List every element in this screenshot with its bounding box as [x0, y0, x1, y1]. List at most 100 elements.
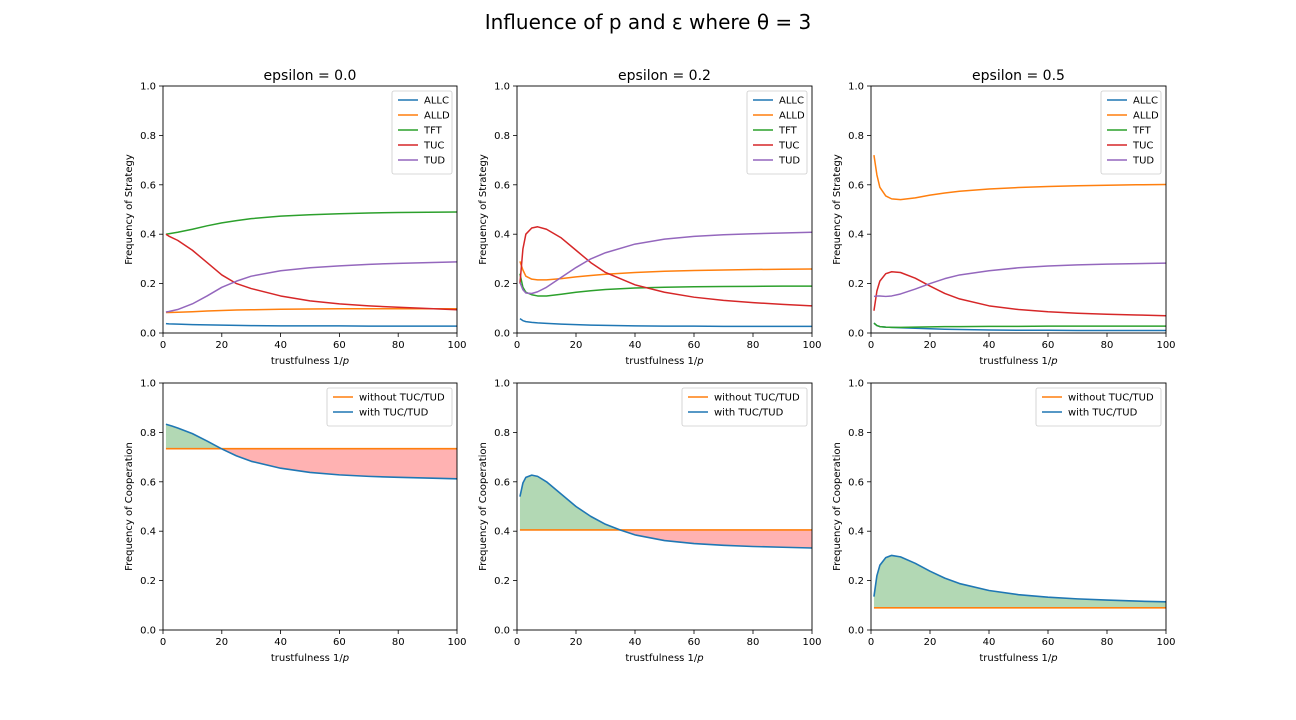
- x-tick-label: 60: [1042, 340, 1055, 351]
- series-line-tuc: [165, 233, 457, 311]
- legend-label: ALLD: [424, 111, 450, 122]
- legend-label: TUD: [778, 156, 800, 167]
- y-tick-label: 0.2: [494, 279, 510, 290]
- subplot-6: 0 20 40 60 80 100 0.0 0.2 0.4 0.6 0.8 1.0 trustfulne…: [832, 379, 1176, 665]
- x-tick-label: 0: [160, 637, 166, 648]
- plot-area: [165, 211, 457, 327]
- legend-label: ALLD: [1133, 111, 1159, 122]
- series-line-allc: [165, 322, 457, 327]
- y-tick-label: 0.4: [848, 527, 864, 538]
- x-tick-label: 60: [333, 637, 346, 648]
- series-line-tuc: [519, 226, 812, 307]
- x-axis-label: trustfulness 1/p: [979, 653, 1057, 664]
- x-axis-label: trustfulness 1/p: [271, 356, 349, 367]
- y-tick-label: 0.6: [494, 477, 510, 488]
- legend-label: TUD: [1132, 156, 1154, 167]
- y-tick-label: 0.2: [140, 279, 156, 290]
- plot-area: [873, 554, 1166, 609]
- gain-area: [519, 475, 620, 530]
- legend-label: TUC: [778, 141, 799, 152]
- gain-area: [873, 555, 1166, 608]
- y-tick-label: 0.6: [848, 477, 864, 488]
- y-tick-label: 0.2: [848, 576, 864, 587]
- y-tick-label: 0.2: [848, 279, 864, 290]
- y-tick-label: 1.0: [140, 379, 156, 390]
- series-line-alld: [519, 261, 812, 281]
- y-tick-label: 0.4: [848, 230, 864, 241]
- legend: without TUC/TUD with TUC/TUD: [681, 387, 808, 427]
- legend-label: TFT: [778, 126, 798, 137]
- x-tick-label: 40: [983, 340, 996, 351]
- y-tick-label: 0.0: [140, 626, 156, 637]
- subplot-1: epsilon = 0.0 0 20 40 60 80 100 0.0 0.2 0.4 0.6 0.8…: [124, 68, 467, 367]
- series-line-tuc: [873, 270, 1166, 317]
- legend-label: without TUC/TUD: [714, 393, 800, 404]
- x-axis-label: trustfulness 1/p: [625, 356, 703, 367]
- x-tick-label: 60: [688, 340, 701, 351]
- series-line-with: [873, 554, 1166, 603]
- legend: without TUC/TUD with TUC/TUD: [1035, 387, 1162, 427]
- x-tick-label: 40: [629, 637, 642, 648]
- x-tick-label: 40: [274, 340, 287, 351]
- y-tick-label: 0.6: [140, 180, 156, 191]
- series-line-allc: [519, 318, 812, 328]
- y-tick-label: 0.0: [494, 329, 510, 340]
- y-tick-label: 0.4: [140, 230, 156, 241]
- plot-area: [519, 226, 812, 328]
- x-tick-label: 20: [215, 637, 228, 648]
- y-tick-label: 1.0: [848, 82, 864, 93]
- legend-label: ALLD: [779, 111, 805, 122]
- series-line-tft: [165, 211, 457, 235]
- legend: without TUC/TUD with TUC/TUD: [326, 387, 453, 427]
- plot-area: [165, 423, 457, 480]
- x-tick-label: 40: [983, 637, 996, 648]
- subplot-2: epsilon = 0.2 0 20 40 60 80 100 0.0 0.2 0.4 0.6 0.8…: [478, 68, 822, 367]
- x-tick-label: 0: [160, 340, 166, 351]
- x-tick-label: 0: [514, 637, 520, 648]
- legend-box: [1100, 90, 1162, 175]
- x-axis-label: trustfulness 1/p: [271, 653, 349, 664]
- subplot-title: epsilon = 0.5: [972, 68, 1065, 84]
- legend-label: ALLC: [424, 96, 449, 107]
- legend-box: [681, 387, 808, 427]
- x-tick-label: 100: [802, 340, 821, 351]
- y-axis-label: Frequency of Cooperation: [478, 442, 489, 571]
- series-line-alld: [873, 155, 1166, 201]
- y-axis-label: Frequency of Cooperation: [124, 442, 135, 571]
- y-tick-label: 1.0: [494, 379, 510, 390]
- legend-label: TUC: [423, 141, 444, 152]
- y-axis-label: Frequency of Strategy: [478, 154, 489, 265]
- y-tick-label: 0.8: [140, 131, 156, 142]
- y-axis-label: Frequency of Strategy: [124, 154, 135, 265]
- x-tick-label: 80: [1101, 637, 1114, 648]
- legend-label: TFT: [423, 126, 443, 137]
- series-line-tud: [519, 231, 812, 295]
- y-tick-label: 0.0: [848, 329, 864, 340]
- y-tick-label: 1.0: [848, 379, 864, 390]
- x-tick-label: 100: [1156, 340, 1175, 351]
- legend-box: [1035, 387, 1162, 427]
- y-tick-label: 0.4: [494, 527, 510, 538]
- y-tick-label: 1.0: [494, 82, 510, 93]
- y-tick-label: 0.0: [140, 329, 156, 340]
- x-axis-label: trustfulness 1/p: [625, 653, 703, 664]
- y-tick-label: 0.8: [494, 428, 510, 439]
- y-tick-label: 0.6: [848, 180, 864, 191]
- series-line-tud: [165, 261, 457, 313]
- legend: ALLC ALLD TFT TUC TUD: [391, 90, 453, 175]
- legend-box: [391, 90, 453, 175]
- y-tick-label: 0.8: [848, 131, 864, 142]
- x-tick-label: 100: [447, 340, 466, 351]
- y-tick-label: 0.0: [494, 626, 510, 637]
- subplot-title: epsilon = 0.2: [618, 68, 711, 84]
- y-tick-label: 0.6: [494, 180, 510, 191]
- legend-label: TFT: [1132, 126, 1152, 137]
- x-tick-label: 80: [747, 637, 760, 648]
- legend-label: with TUC/TUD: [1068, 408, 1138, 419]
- subplot-3: epsilon = 0.5 0 20 40 60 80 100 0.0 0.2 0.4 0.6 0.8…: [832, 68, 1176, 367]
- legend-label: ALLC: [779, 96, 804, 107]
- legend: ALLC ALLD TFT TUC TUD: [1100, 90, 1162, 175]
- series-line-tft: [873, 322, 1166, 329]
- y-tick-label: 0.4: [140, 527, 156, 538]
